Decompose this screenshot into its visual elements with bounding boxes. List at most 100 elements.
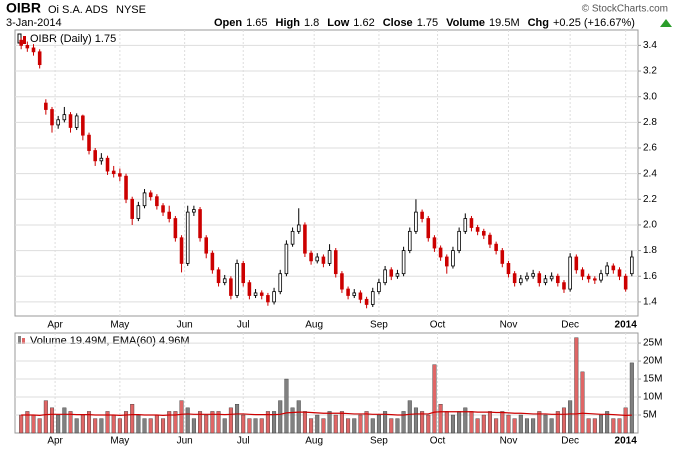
candle-body [37,51,42,66]
symbol: OIBR [6,0,41,16]
candle-body [44,102,48,110]
volume-bar [265,411,270,434]
candle-body [210,252,215,271]
candle-body [198,209,202,239]
candle-body [457,230,461,251]
volume-bar [420,411,425,434]
x-tick-label: Jul [237,436,250,447]
candle-body [167,211,171,219]
candle-body [50,109,54,126]
stat-value: 1.8 [304,17,319,29]
volume-bar [370,418,375,434]
volume-bar [309,418,314,434]
y-tick-label: 2.0 [643,220,657,231]
volume-bar [438,404,443,434]
volume-bar [56,414,61,434]
candle-body [173,218,178,239]
y-tick-label: 20M [643,356,662,367]
candle-body [296,224,301,232]
y-tick-label: 1.6 [643,271,657,282]
candle-body [74,115,79,128]
volume-bar [426,414,431,434]
candle-body [229,278,233,296]
x-tick-label: May [110,320,129,331]
candle-body [124,175,128,200]
y-tick-label: 2.8 [643,117,657,128]
x-tick-label: Jun [177,320,193,331]
candle-body [401,250,406,275]
volume-bar [179,400,184,434]
candle-body [617,269,622,277]
candle-body [161,205,165,213]
y-tick-label: 25M [643,338,662,349]
candle-body [519,278,523,284]
volume-bar [278,400,283,434]
volume-bar [321,418,326,434]
candle-body [482,230,486,236]
volume-bar [37,418,42,434]
candle-body [630,256,634,275]
stat-label: Volume [446,17,485,29]
volume-bar [506,414,511,434]
volume-bar [376,414,381,434]
candle-body [321,256,326,264]
candle-body [118,173,122,177]
candle-body [383,269,387,284]
x-tick-label: Nov [500,436,518,447]
stat-value: 1.62 [353,17,374,29]
candle-body [68,114,73,128]
volume-bar [235,404,240,434]
candle-body [438,247,443,258]
volume-bar [161,418,166,434]
candle-body [599,273,603,281]
volume-bar [117,418,122,434]
volume-bar [537,411,542,434]
price-legend: OIBR (Daily) 1.75 [30,33,116,45]
volume-bar [62,407,67,434]
candle-body [512,273,517,284]
volume-bar [352,418,357,434]
candle-body [556,275,560,284]
candle-body [494,243,498,251]
candle-body [142,192,147,207]
volume-bar [68,411,73,434]
volume-legend: Volume 19.49M, EMA(60) 4.96M [30,335,190,347]
volume-bar [136,414,141,434]
candle-body [185,211,190,264]
volume-bar [592,418,597,434]
candle-body [500,250,505,264]
candle-body [463,218,468,232]
y-tick-label: 1.8 [643,245,657,256]
candle-body [414,211,418,232]
volume-bar [130,404,135,434]
y-tick-label: 2.6 [643,143,657,154]
stats: Open 1.65 High 1.8 Low 1.62 Close 1.75 Volume 19.… [214,17,635,29]
stat-label: Open [214,17,242,29]
x-tick-label: Oct [430,320,446,331]
volume-bar [259,418,264,434]
volume-bar [296,400,301,434]
candle-body [537,273,542,284]
candle-body [531,273,535,277]
volume-bar [481,414,486,434]
candle-body [586,275,591,280]
candle-body [284,243,289,275]
candle-body [543,278,548,284]
volume-bar [253,418,258,434]
volume-bar [574,337,579,434]
candle-body [605,265,609,275]
candle-body [309,252,313,262]
candle-body [19,39,23,46]
volume-bar [333,414,338,434]
volume-bar [327,411,332,434]
volume-bar [339,411,344,434]
candle-body [389,269,394,277]
candle-body [352,292,357,296]
candle-body [451,250,455,267]
volume-bar [586,418,591,434]
y-tick-label: 10M [643,392,662,403]
ema-line [21,411,632,416]
volume-bar [549,418,554,434]
stat-label: High [276,17,301,29]
volume-bar [487,411,492,434]
